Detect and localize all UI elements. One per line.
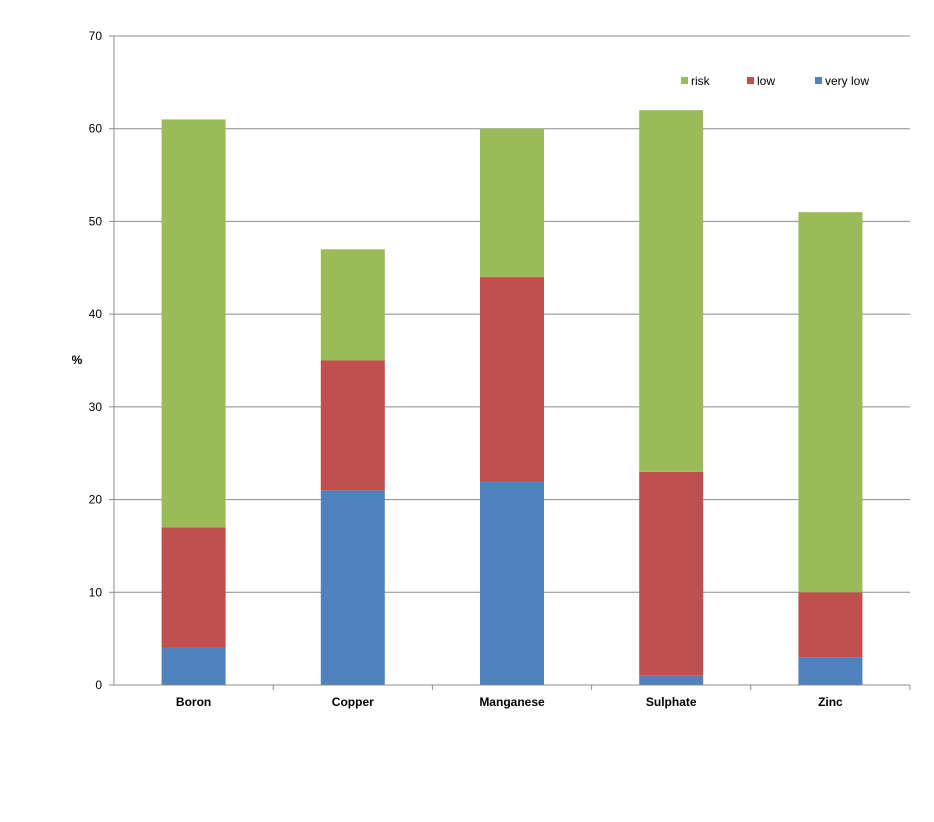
bar-segment-low: [798, 592, 863, 658]
y-tick-label: 60: [89, 122, 103, 136]
y-tick-label: 70: [89, 29, 103, 43]
legend-swatch: [747, 77, 754, 84]
legend-label: risk: [691, 74, 711, 88]
bar-segment-risk: [639, 110, 704, 472]
bar-segment-risk: [320, 249, 385, 361]
bar-segment-low: [480, 277, 544, 482]
y-tick-label: 20: [89, 493, 103, 507]
bar-segment-low: [639, 471, 704, 676]
bar-segment-very-low: [798, 657, 863, 685]
bar-segment-low: [161, 527, 226, 648]
bar-segment-very-low: [320, 490, 385, 685]
y-tick-label: 40: [89, 307, 103, 321]
bar-segment-very-low: [639, 675, 704, 685]
legend-swatch: [681, 77, 688, 84]
y-tick-label: 0: [95, 678, 102, 692]
x-tick-label: Copper: [332, 695, 374, 709]
bars: [161, 110, 863, 685]
x-tick-label: Sulphate: [646, 695, 697, 709]
bar-segment-very-low: [480, 481, 544, 685]
bar-segment-low: [320, 360, 385, 491]
y-tick-label: 10: [89, 585, 103, 599]
bar-segment-risk: [161, 119, 226, 528]
y-tick-label: 50: [89, 214, 103, 228]
legend-label: very low: [825, 74, 869, 88]
legend: risk low very low: [681, 74, 869, 88]
axes: 0 10 20 30 40 50 60 70 Boron Copper Manganese Sulph…: [89, 29, 911, 709]
x-tick-label: Manganese: [479, 695, 545, 709]
x-tick-label: Zinc: [818, 695, 843, 709]
bar-segment-very-low: [161, 647, 226, 685]
bar-segment-risk: [480, 128, 544, 278]
legend-label: low: [757, 74, 775, 88]
legend-swatch: [815, 77, 822, 84]
bar-segment-risk: [798, 212, 863, 593]
x-tick-label: Boron: [176, 695, 211, 709]
y-axis-label: %: [72, 353, 83, 367]
y-tick-label: 30: [89, 400, 103, 414]
